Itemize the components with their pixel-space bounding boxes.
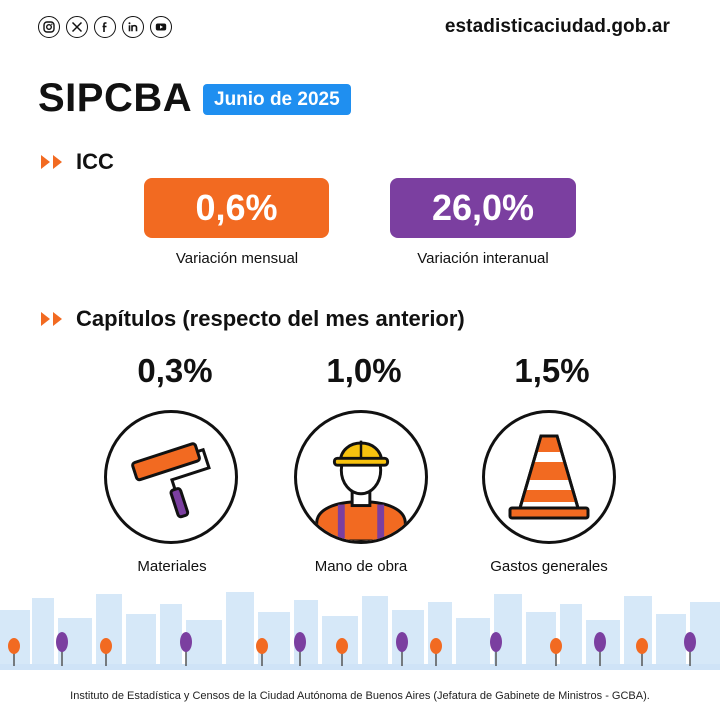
footer-credit: Instituto de Estadística y Censos de la … <box>70 690 650 702</box>
labor-label: Mano de obra <box>314 558 408 575</box>
materials-value: 0,3% <box>137 352 213 389</box>
materials-label: Materiales <box>137 558 207 575</box>
double-chevron-icon <box>40 154 66 170</box>
materials-circle <box>104 410 238 544</box>
yearly-variation-label: Variación interanual <box>417 250 549 267</box>
page-title: SIPCBA <box>38 76 193 120</box>
labor-value: 1,0% <box>326 352 402 389</box>
construction-worker-icon <box>315 440 407 541</box>
monthly-variation-value: 0,6% <box>144 178 329 238</box>
paint-roller-icon <box>131 442 211 519</box>
linkedin-icon[interactable] <box>122 16 144 38</box>
general-expenses-circle <box>482 410 616 544</box>
icc-heading: ICC <box>40 149 114 175</box>
date-badge: Junio de 2025 <box>203 84 351 115</box>
labor-circle <box>294 410 428 544</box>
youtube-icon[interactable] <box>150 16 172 38</box>
x-icon[interactable] <box>66 16 88 38</box>
icc-heading-label: ICC <box>76 149 114 174</box>
instagram-icon[interactable] <box>38 16 60 38</box>
general-expenses-label: Gastos generales <box>490 558 608 575</box>
city-skyline-decoration <box>0 592 720 670</box>
yearly-variation-value: 26,0% <box>390 178 576 238</box>
chapters-heading-label: Capítulos (respecto del mes anterior) <box>76 306 465 331</box>
chapters-heading: Capítulos (respecto del mes anterior) <box>40 306 465 332</box>
facebook-icon[interactable] <box>94 16 116 38</box>
general-expenses-value: 1,5% <box>514 352 590 389</box>
traffic-cone-icon <box>508 434 590 520</box>
double-chevron-icon <box>40 311 66 327</box>
social-icons <box>38 16 172 38</box>
site-url[interactable]: estadisticaciudad.gob.ar <box>444 16 670 37</box>
monthly-variation-label: Variación mensual <box>175 250 299 267</box>
